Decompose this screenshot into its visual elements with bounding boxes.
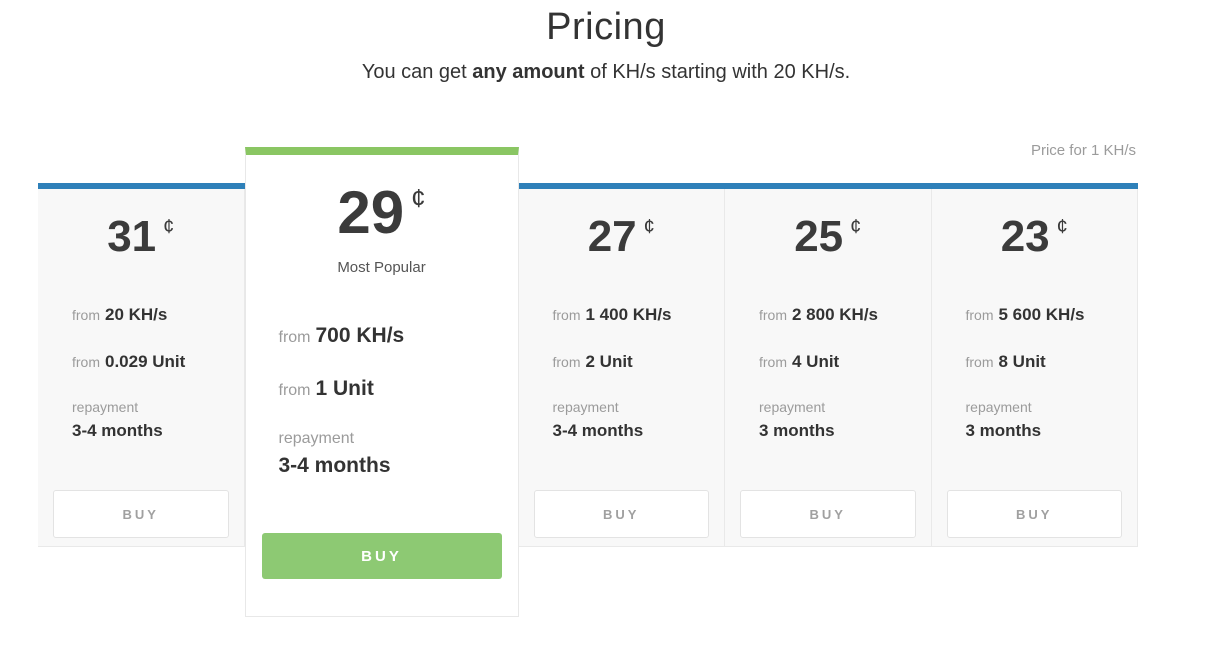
cent-sign: ¢ [163,216,175,238]
cent-sign: ¢ [643,216,655,238]
spec-repayment-value: 3 months [759,421,835,440]
spec-repayment: repayment 3 months [966,399,1138,441]
plan-card-25: 25 ¢ from 2 800 KH/s from 4 Unit repayment 3… [725,183,932,547]
spec-repayment: repayment 3-4 months [553,399,725,441]
spec-khs: from 2 800 KH/s [759,305,931,325]
price-number: 23 [1000,212,1050,261]
plan-price: 23 ¢ [932,215,1138,259]
buy-button[interactable]: BUY [740,490,916,538]
spec-unit-label: from [278,382,311,399]
plan-card-29-popular: 29 ¢ Most Popular from 700 KH/s from 1 Unit… [244,147,519,617]
plan-specs: from 1 400 KH/s from 2 Unit repayment 3-4 m… [519,305,725,468]
plan-price: 31 ¢ [38,215,244,259]
pricing-section: Price for 1 KH/s 31 ¢ from 20 KH/s from 0.0… [38,142,1138,617]
cent-sign: ¢ [850,216,862,238]
buy-button-popular[interactable]: BUY [261,533,502,579]
spec-unit-value: 1 Unit [315,377,374,400]
spec-khs: from 5 600 KH/s [966,305,1138,325]
plan-card-23: 23 ¢ from 5 600 KH/s from 8 Unit repayment 3… [931,183,1138,547]
spec-unit: from 8 Unit [966,352,1138,372]
spec-unit-label: from [759,354,787,370]
subtitle-bold: any amount [472,61,585,83]
plan-specs: from 2 800 KH/s from 4 Unit repayment 3 mon… [725,305,931,468]
plan-specs: from 700 KH/s from 1 Unit repayment 3-4 mon… [246,324,518,507]
spec-unit-label: from [72,354,100,370]
buy-button[interactable]: BUY [53,490,229,538]
spec-khs-value: 2 800 KH/s [792,305,878,324]
page-subtitle: You can get any amount of KH/s starting … [0,61,1212,84]
spec-unit-value: 8 Unit [998,352,1046,371]
spec-khs-label: from [552,307,581,323]
plan-specs: from 5 600 KH/s from 8 Unit repayment 3 mon… [932,305,1138,468]
price-number: 25 [794,212,844,261]
spec-repayment-value: 3-4 months [278,454,391,477]
price-unit-note: Price for 1 KH/s [1030,142,1136,159]
plans-row: 31 ¢ from 20 KH/s from 0.029 Unit repayment… [38,147,1138,617]
spec-khs: from 1 400 KH/s [553,305,725,325]
cent-sign: ¢ [1056,216,1068,238]
spec-unit-value: 2 Unit [585,352,633,371]
spec-repayment: repayment 3-4 months [72,399,244,441]
most-popular-badge: Most Popular [337,259,426,276]
plan-card-31: 31 ¢ from 20 KH/s from 0.029 Unit repayment… [38,183,245,547]
spec-unit: from 2 Unit [553,352,725,372]
spec-unit-label: from [965,354,994,370]
spec-repayment-label: repayment [72,399,139,415]
spec-repayment-value: 3-4 months [552,421,644,440]
spec-khs-label: from [759,307,787,323]
page-title: Pricing [546,6,666,48]
spec-repayment-value: 3 months [965,421,1042,440]
spec-khs-label: from [278,329,311,346]
spec-unit-value: 4 Unit [792,352,840,371]
price-number: 31 [107,212,157,261]
accent-top-bar [38,183,1138,189]
spec-khs-value: 5 600 KH/s [998,305,1085,324]
spec-unit-label: from [552,354,581,370]
plan-card-27: 27 ¢ from 1 400 KH/s from 2 Unit repayment 3… [518,183,725,547]
subtitle-suffix: of KH/s starting with 20 KH/s. [584,61,851,83]
plan-price: 27 ¢ [519,215,725,259]
spec-unit: from 1 Unit [279,377,518,401]
spec-repayment-label: repayment [965,399,1032,415]
spec-repayment-value: 3-4 months [72,421,163,440]
plan-price: 25 ¢ [725,215,931,259]
cent-sign: ¢ [411,183,426,213]
spec-repayment-label: repayment [552,399,619,415]
spec-repayment-label: repayment [759,399,826,415]
spec-khs-label: from [72,307,100,323]
subtitle-prefix: You can get [361,61,473,83]
price-number: 29 [337,179,405,246]
spec-unit: from 4 Unit [759,352,931,372]
spec-khs-value: 1 400 KH/s [585,305,672,324]
spec-khs: from 700 KH/s [279,324,518,348]
spec-khs-value: 700 KH/s [315,324,405,347]
plan-price: 29 ¢ [246,183,518,243]
spec-khs-label: from [965,307,994,323]
price-number: 27 [587,212,637,261]
spec-repayment-label: repayment [278,430,355,447]
spec-repayment: repayment 3-4 months [279,430,518,478]
spec-khs-value: 20 KH/s [105,305,168,324]
plan-specs: from 20 KH/s from 0.029 Unit repayment 3-4 … [38,305,244,468]
pricing-header: Pricing You can get any amount of KH/s s… [0,0,1212,84]
buy-button[interactable]: BUY [946,490,1122,538]
spec-unit: from 0.029 Unit [72,352,244,372]
spec-khs: from 20 KH/s [72,305,244,325]
spec-repayment: repayment 3 months [759,399,931,441]
buy-button[interactable]: BUY [533,490,709,538]
spec-unit-value: 0.029 Unit [105,352,186,371]
